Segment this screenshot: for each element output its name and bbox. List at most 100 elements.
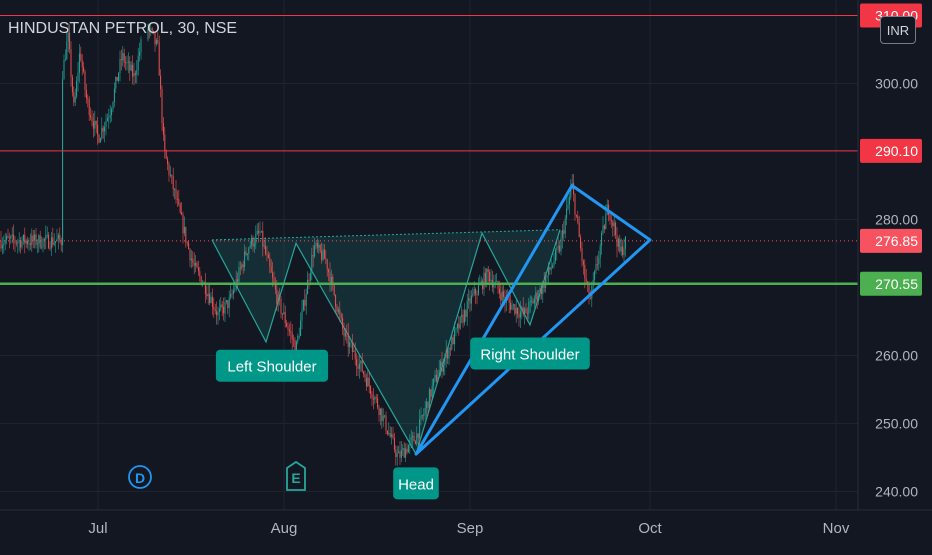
- candle-body: [263, 245, 265, 247]
- candle-body: [281, 313, 283, 315]
- candle-body: [343, 328, 345, 337]
- candle: [90, 107, 92, 121]
- candle: [217, 306, 219, 325]
- candle-body: [185, 226, 187, 243]
- candle-body: [297, 336, 299, 342]
- candle-body: [218, 308, 220, 313]
- candle-body: [29, 243, 31, 245]
- candle: [178, 189, 180, 207]
- candle: [56, 228, 58, 242]
- candle-body: [511, 305, 513, 310]
- candle: [10, 234, 12, 244]
- pattern-label[interactable]: Left Shoulder: [215, 349, 329, 382]
- candle-body: [220, 304, 222, 309]
- candle: [286, 319, 288, 328]
- candle: [445, 339, 447, 368]
- candle: [118, 72, 120, 84]
- candle: [22, 234, 24, 245]
- candle-body: [90, 115, 92, 118]
- candle-body: [525, 308, 527, 313]
- candle: [612, 220, 614, 237]
- candle-body: [364, 374, 366, 378]
- candle-body: [389, 433, 391, 437]
- candle: [175, 180, 177, 204]
- candle: [620, 238, 622, 256]
- candle-body: [85, 89, 87, 99]
- currency-badge[interactable]: INR: [880, 16, 916, 44]
- candle-body: [133, 73, 135, 77]
- candle-body: [293, 339, 295, 341]
- candle-body: [578, 222, 580, 238]
- candle: [461, 305, 463, 324]
- candle-body: [620, 246, 622, 252]
- candle-body: [175, 188, 177, 200]
- candle-body: [512, 304, 514, 306]
- pattern-label[interactable]: Head: [393, 467, 439, 500]
- candle-body: [81, 60, 83, 67]
- candle-body: [459, 316, 461, 329]
- pattern-label[interactable]: Right Shoulder: [470, 337, 590, 370]
- event-marker[interactable]: D: [128, 465, 152, 489]
- candle: [298, 327, 300, 340]
- candle: [336, 303, 338, 316]
- candle: [490, 269, 492, 285]
- candle-body: [329, 272, 331, 285]
- candle: [101, 117, 103, 141]
- candle: [574, 192, 576, 221]
- candle: [463, 303, 465, 326]
- candle-body: [514, 304, 516, 314]
- candle: [557, 236, 559, 253]
- candle-body: [442, 365, 444, 372]
- candle-body: [581, 247, 583, 262]
- candle-body: [43, 238, 45, 240]
- candle-body: [232, 290, 234, 295]
- candle-body: [168, 164, 170, 176]
- candle-body: [328, 269, 330, 273]
- candle: [239, 261, 241, 276]
- candle-body: [136, 69, 138, 75]
- candle-body: [461, 314, 463, 317]
- candle: [183, 216, 185, 237]
- candle: [7, 228, 9, 239]
- candle-body: [105, 120, 107, 127]
- candle-body: [164, 134, 166, 151]
- title-separator-2: ,: [195, 20, 205, 37]
- candle-body: [0, 240, 2, 249]
- event-marker[interactable]: E: [286, 460, 306, 491]
- candle: [213, 297, 215, 318]
- candle-body: [49, 248, 51, 250]
- candle: [566, 197, 568, 226]
- candle: [424, 400, 426, 420]
- candle: [333, 283, 335, 297]
- candle-body: [84, 71, 86, 90]
- candle: [291, 324, 293, 350]
- candle: [536, 289, 538, 310]
- candle-body: [501, 291, 503, 301]
- candle: [305, 288, 307, 315]
- candle: [71, 74, 73, 97]
- candle: [552, 262, 554, 269]
- candle: [596, 255, 598, 270]
- candle: [329, 262, 331, 292]
- candle-body: [378, 407, 380, 416]
- dividend-icon[interactable]: [128, 465, 152, 489]
- candle-body: [27, 240, 29, 245]
- earnings-icon[interactable]: [286, 460, 306, 491]
- candle-body: [169, 174, 171, 176]
- candle-body: [377, 398, 379, 408]
- candle-body: [433, 378, 435, 386]
- candle: [36, 239, 38, 254]
- candle-body: [214, 308, 216, 312]
- candle-body: [427, 401, 429, 409]
- candle: [153, 30, 155, 35]
- candle: [255, 225, 257, 250]
- candle: [155, 38, 157, 47]
- candle: [300, 312, 302, 337]
- candle: [209, 283, 211, 306]
- candle-body: [204, 282, 206, 294]
- candle-body: [160, 75, 162, 90]
- candle: [434, 370, 436, 383]
- candle: [421, 414, 423, 420]
